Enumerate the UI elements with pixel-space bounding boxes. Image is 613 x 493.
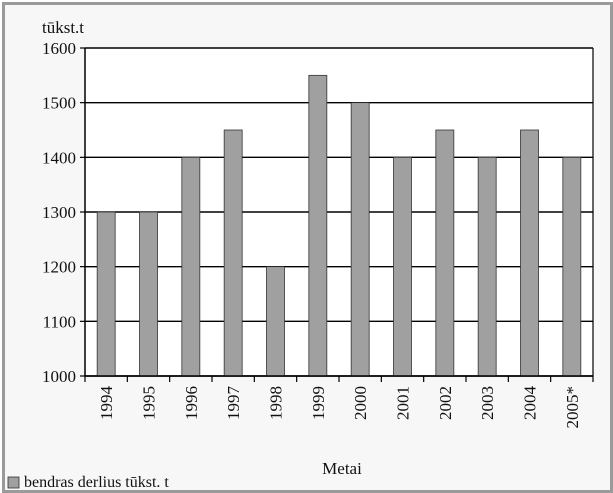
x-tick-label: 2004 — [521, 386, 540, 421]
y-tick-labels: 1000 1100 1200 1300 1400 1500 1600 — [42, 39, 85, 386]
bar-2005* — [562, 156, 582, 377]
x-tick-label: 2003 — [478, 386, 497, 420]
y-tick-label: 1500 — [42, 94, 76, 113]
x-tick-labels: 1994 1995 1996 1997 1998 1999 2000 2001 2002 2003… — [84, 376, 594, 429]
bar-1996 — [181, 156, 201, 377]
bar-2002 — [435, 129, 455, 377]
x-tick-label: 1997 — [224, 386, 243, 421]
bar-2003 — [477, 156, 497, 377]
x-tick-label: 1998 — [267, 386, 286, 420]
y-tick-label: 1300 — [42, 203, 76, 222]
bar-1997 — [223, 129, 243, 377]
legend-swatch — [7, 476, 20, 489]
legend-label: bendras derlius tūkst. t — [24, 474, 169, 491]
bar-1994 — [96, 211, 116, 377]
y-tick-label: 1100 — [43, 312, 76, 331]
x-tick-label: 2000 — [351, 386, 370, 420]
bar-1995 — [139, 211, 158, 377]
bar-1998 — [266, 266, 285, 377]
x-tick-label: 2002 — [436, 386, 455, 420]
bar-2000 — [350, 102, 370, 377]
x-tick-label: 1995 — [140, 386, 159, 420]
x-axis-label: Metai — [322, 459, 362, 478]
x-tick-label: 2005* — [563, 386, 582, 429]
bar-1999 — [308, 74, 328, 377]
x-tick-label: 1996 — [182, 386, 201, 420]
gridlines — [85, 47, 593, 377]
bars — [96, 74, 582, 377]
x-tick-label: 1994 — [97, 386, 116, 421]
bar-2004 — [520, 129, 539, 377]
y-axis-label: tūkst.t — [42, 18, 84, 37]
x-tick-label: 1999 — [309, 386, 328, 420]
y-tick-label: 1600 — [42, 39, 76, 58]
y-tick-label: 1400 — [42, 148, 76, 167]
bar-2001 — [393, 156, 412, 377]
y-tick-label: 1200 — [42, 258, 76, 277]
x-tick-label: 2001 — [394, 386, 413, 420]
legend: bendras derlius tūkst. t — [7, 474, 169, 491]
y-tick-label: 1000 — [42, 367, 76, 386]
